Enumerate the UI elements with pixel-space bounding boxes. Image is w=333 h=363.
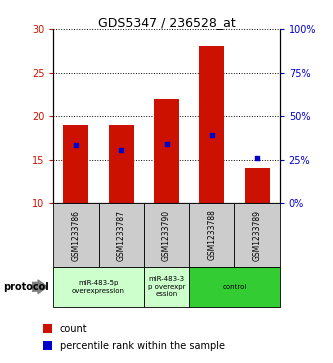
Bar <box>154 99 179 203</box>
Text: protocol: protocol <box>3 282 49 292</box>
Text: GDS5347 / 236528_at: GDS5347 / 236528_at <box>98 16 235 29</box>
Point <box>164 141 169 147</box>
Bar <box>99 203 144 267</box>
Point <box>119 147 124 153</box>
Bar <box>109 125 134 203</box>
Text: count: count <box>60 323 88 334</box>
Bar <box>245 168 269 203</box>
Text: miR-483-3
p overexpr
ession: miR-483-3 p overexpr ession <box>148 276 185 297</box>
Text: control: control <box>222 284 247 290</box>
Bar <box>43 341 52 350</box>
Text: GSM1233786: GSM1233786 <box>71 209 81 261</box>
Bar <box>144 203 189 267</box>
Bar <box>53 267 144 307</box>
Bar <box>189 203 234 267</box>
Bar <box>43 324 52 333</box>
Text: GSM1233790: GSM1233790 <box>162 209 171 261</box>
Text: percentile rank within the sample: percentile rank within the sample <box>60 340 225 351</box>
Text: GSM1233787: GSM1233787 <box>117 209 126 261</box>
Text: GSM1233789: GSM1233789 <box>252 209 262 261</box>
Bar <box>199 46 224 203</box>
Bar <box>53 203 99 267</box>
Bar <box>189 267 280 307</box>
Text: miR-483-5p
overexpression: miR-483-5p overexpression <box>72 280 125 294</box>
Bar <box>64 125 88 203</box>
Bar <box>144 267 189 307</box>
Text: GSM1233788: GSM1233788 <box>207 209 216 261</box>
Bar <box>234 203 280 267</box>
Point <box>209 132 214 138</box>
Point <box>254 155 260 161</box>
FancyArrow shape <box>32 280 47 294</box>
Point <box>73 142 79 148</box>
